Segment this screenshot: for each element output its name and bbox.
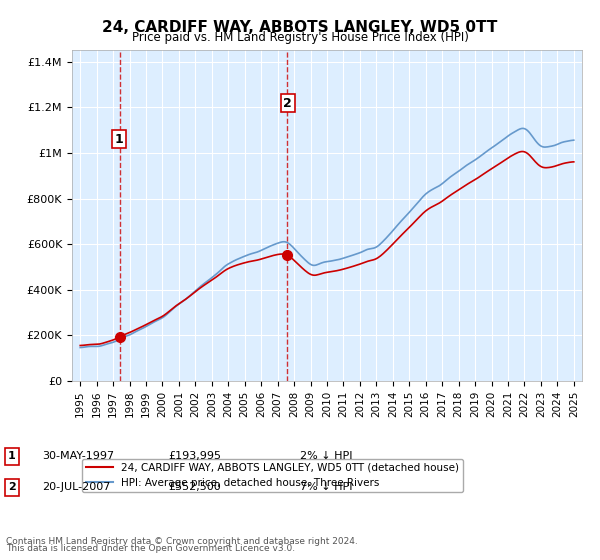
Text: 20-JUL-2007: 20-JUL-2007 [42, 482, 110, 492]
Text: This data is licensed under the Open Government Licence v3.0.: This data is licensed under the Open Gov… [6, 544, 295, 553]
Text: 1: 1 [8, 451, 16, 461]
Text: 2: 2 [8, 482, 16, 492]
Text: 7% ↓ HPI: 7% ↓ HPI [300, 482, 353, 492]
Text: Contains HM Land Registry data © Crown copyright and database right 2024.: Contains HM Land Registry data © Crown c… [6, 537, 358, 546]
Text: £193,995: £193,995 [168, 451, 221, 461]
Text: 30-MAY-1997: 30-MAY-1997 [42, 451, 114, 461]
Text: 2% ↓ HPI: 2% ↓ HPI [300, 451, 353, 461]
Text: 2: 2 [283, 97, 292, 110]
Text: 24, CARDIFF WAY, ABBOTS LANGLEY, WD5 0TT: 24, CARDIFF WAY, ABBOTS LANGLEY, WD5 0TT [103, 20, 497, 35]
Text: Price paid vs. HM Land Registry's House Price Index (HPI): Price paid vs. HM Land Registry's House … [131, 31, 469, 44]
Text: 1: 1 [115, 133, 124, 146]
Text: £552,500: £552,500 [168, 482, 221, 492]
Legend: 24, CARDIFF WAY, ABBOTS LANGLEY, WD5 0TT (detached house), HPI: Average price, d: 24, CARDIFF WAY, ABBOTS LANGLEY, WD5 0TT… [82, 459, 463, 492]
